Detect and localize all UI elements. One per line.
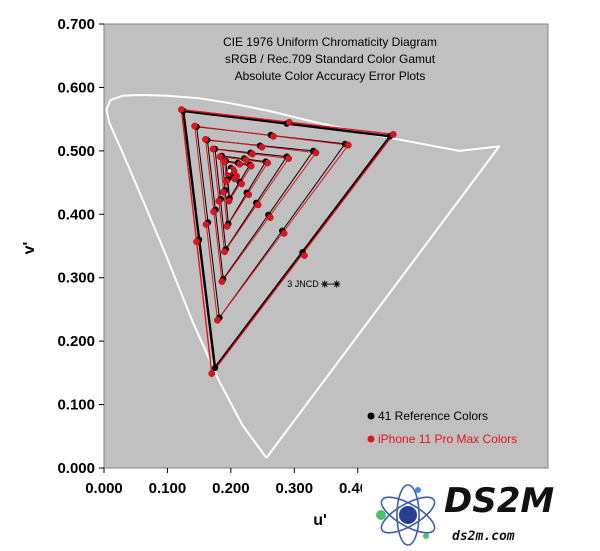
legend: 41 Reference Colors iPhone 11 Pro Max Co… [367,409,517,446]
y-axis-label: v' [21,242,38,255]
iphone-point [202,135,209,143]
iphone-point [248,150,256,158]
watermark-logo-text: DS2M [444,481,554,521]
legend-label-reference: 41 Reference Colors [378,409,488,423]
x-tick-label: 0.300 [276,480,314,497]
iphone-point [214,316,221,324]
legend-marker-reference [367,412,375,420]
white-point [227,168,233,174]
iphone-point [208,370,216,377]
iphone-point [177,106,185,114]
iphone-point [238,180,246,188]
iphone-point [264,159,271,167]
iphone-point [266,214,274,221]
data-points [177,106,397,377]
iphone-point [300,252,308,259]
iphone-point [285,155,292,162]
x-tick-label: 0.200 [212,480,250,497]
iphone-point [269,132,277,140]
y-tick-label: 0.000 [57,460,95,477]
iphone-point [285,118,293,126]
iphone-point [219,188,227,196]
iphone-point [218,278,226,285]
iphone-point [389,130,397,138]
jncd-marker [321,280,341,288]
atom-icon [376,484,436,546]
ds2m-logo-watermark: DS2M ds2m.com [362,478,598,550]
y-tick-label: 0.500 [57,143,95,160]
y-tick-label: 0.300 [57,270,95,287]
iphone-point [221,158,228,166]
iphone-point [225,197,233,205]
reference-point [211,364,219,371]
jncd-label: 3 JNCD [287,279,319,289]
title-line-2: sRGB / Rec.709 Standard Color Gamut [225,52,436,66]
iphone-point [280,229,288,237]
y-tick-label: 0.700 [57,16,95,33]
y-tick-label: 0.200 [57,333,95,350]
iphone-point [245,191,253,199]
plot-area [103,23,549,469]
legend-label-iphone: iPhone 11 Pro Max Colors [378,432,517,446]
iphone-point [209,145,217,153]
iphone-point [215,197,223,205]
iphone-point [231,175,239,183]
iphone-point [312,149,320,157]
x-tick-label: 0.100 [149,480,187,497]
chart-title: CIE 1976 Uniform Chromaticity Diagram sR… [223,35,437,83]
x-tick-label: 0.000 [85,480,123,497]
iphone-point [242,156,250,164]
iphone-point [216,153,224,161]
iphone-point [236,160,244,168]
iphone-point [223,222,231,230]
legend-marker-iphone [367,435,375,443]
iphone-point [344,141,352,149]
iphone-point [221,248,228,256]
y-axis-ticks: 0.000 0.100 0.200 0.300 0.400 0.500 0.600 0.700 [57,16,104,477]
y-tick-label: 0.600 [57,79,95,96]
iphone-point [193,238,201,246]
title-line-3: Absolute Color Accuracy Error Plots [235,69,426,83]
watermark-url: ds2m.com [452,529,515,544]
jncd-annotation: 3 JNCD [287,279,341,289]
iphone-point [222,177,230,185]
y-tick-label: 0.100 [57,397,95,414]
iphone-point [247,162,255,170]
iphone-point [202,220,210,228]
iphone-point [210,208,218,216]
x-axis-label: u' [313,512,327,529]
y-tick-label: 0.400 [57,206,95,223]
iphone-point [254,201,262,209]
iphone-point [258,143,266,151]
iphone-point [191,122,199,130]
title-line-1: CIE 1976 Uniform Chromaticity Diagram [223,35,437,49]
